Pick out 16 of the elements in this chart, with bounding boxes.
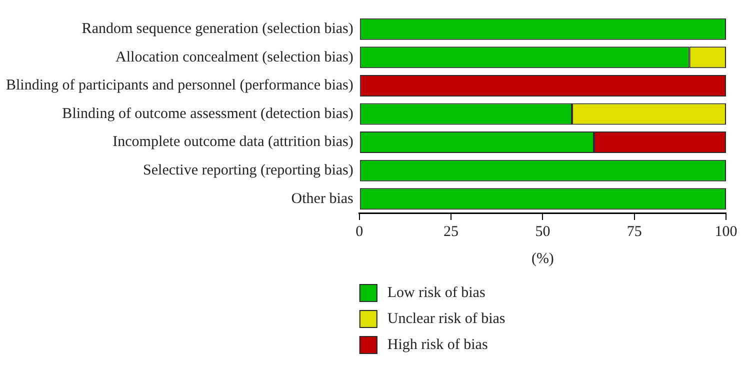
y-tick-label: Blinding of outcome assessment (detection bias) bbox=[62, 106, 354, 122]
legend-label: High risk of bias bbox=[387, 336, 488, 353]
legend-label: Low risk of bias bbox=[387, 284, 486, 301]
x-tick-label: 50 bbox=[535, 224, 550, 240]
y-tick-label: Random sequence generation (selection bias) bbox=[82, 21, 354, 38]
y-tick-label: Incomplete outcome data (attrition bias) bbox=[112, 134, 354, 150]
legend-label: Unclear risk of bias bbox=[387, 310, 506, 327]
y-tick-label: Other bias bbox=[291, 190, 354, 207]
y-tick-label: Selective reporting (reporting bias) bbox=[143, 162, 354, 179]
y-tick-label: Allocation concealment (selection bias) bbox=[116, 49, 354, 66]
x-tick-label: 100 bbox=[714, 224, 738, 240]
x-axis-title: (%) bbox=[531, 250, 554, 267]
x-tick-label: 25 bbox=[444, 224, 459, 240]
x-tick-label: 0 bbox=[356, 224, 364, 240]
y-tick-label: Blinding of participants and personnel (performance bias) bbox=[6, 78, 354, 94]
x-tick-label: 75 bbox=[626, 224, 642, 240]
